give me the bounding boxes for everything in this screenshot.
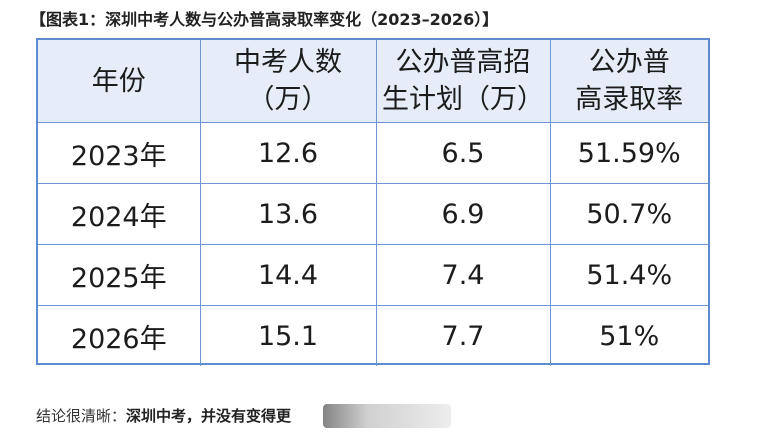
cell-plan: 7.7: [375, 305, 551, 366]
table-row: 2023年 12.6 6.5 51.59%: [38, 122, 708, 184]
cell-candidates: 15.1: [199, 305, 377, 366]
conclusion-bold: 深圳中考，并没有变得更: [126, 407, 292, 425]
cell-plan: 6.5: [375, 122, 551, 184]
header-rate-line-2: 高录取率: [575, 84, 684, 115]
cell-plan: 6.9: [375, 183, 551, 245]
cell-year: 2023年: [38, 122, 201, 184]
cell-rate: 51%: [549, 305, 708, 366]
table-row: 2024年 13.6 6.9 50.7%: [38, 183, 708, 245]
cell-year: 2024年: [38, 183, 201, 245]
watermark-overlay: [323, 404, 451, 428]
header-year: 年份: [38, 40, 201, 123]
chart-caption: 【图表1：深圳中考人数与公办普高录取率变化（2023–2026）】: [30, 10, 499, 29]
cell-rate: 51.4%: [549, 244, 708, 306]
data-table: 年份 中考人数 （万） 公办普高招 生计划（万） 公办普 高录取率 2023年: [38, 40, 708, 366]
cell-plan: 7.4: [375, 244, 551, 306]
cell-year: 2025年: [38, 244, 201, 306]
header-candidates-line-1: 中考人数: [234, 47, 342, 78]
header-rate-line-1: 公办普: [588, 47, 670, 78]
header-candidates: 中考人数 （万）: [199, 40, 377, 123]
table-row: 2025年 14.4 7.4 51.4%: [38, 244, 708, 306]
cell-candidates: 14.4: [199, 244, 377, 306]
header-candidates-line-2: （万）: [247, 84, 329, 115]
cell-year: 2026年: [38, 305, 201, 366]
header-plan: 公办普高招 生计划（万）: [375, 40, 551, 123]
header-plan-line-2: 生计划（万）: [382, 84, 544, 115]
header-plan-line-1: 公办普高招: [395, 47, 531, 78]
table-frame: 年份 中考人数 （万） 公办普高招 生计划（万） 公办普 高录取率 2023年: [36, 38, 710, 366]
cell-rate: 51.59%: [549, 122, 708, 184]
conclusion-lead: 结论很清晰：: [36, 407, 127, 425]
cell-rate: 50.7%: [549, 183, 708, 245]
cell-candidates: 12.6: [199, 122, 377, 184]
cell-candidates: 13.6: [199, 183, 377, 245]
header-year-line-1: 年份: [91, 65, 146, 97]
conclusion-text: 结论很清晰：深圳中考，并没有变得更: [36, 405, 291, 427]
table-row: 2026年 15.1 7.7 51%: [38, 305, 708, 366]
header-rate: 公办普 高录取率: [549, 40, 708, 123]
header-row: 年份 中考人数 （万） 公办普高招 生计划（万） 公办普 高录取率: [38, 40, 708, 123]
